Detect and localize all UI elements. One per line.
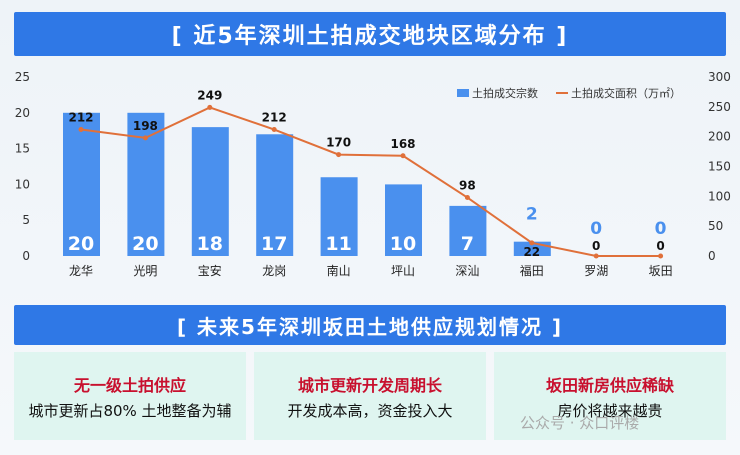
line-value-label: 170 [326,136,351,150]
x-axis-label: 龙岗 [262,264,286,278]
legend-bar-label: 土拍成交宗数 [472,86,538,100]
left-axis-tick: 20 [15,106,30,120]
line-value-label: 98 [459,179,476,193]
x-axis-label: 宝安 [198,263,222,278]
line-value-label: 0 [592,239,600,253]
line-value-label: 212 [262,111,287,125]
bar [449,205,487,256]
card-title: 无一级土拍供应 [73,375,186,395]
watermark: 公众号 · 众口评楼 [520,414,640,432]
line-point [336,152,342,158]
line-point [271,127,277,133]
x-axis-label: 坂田 [649,264,673,278]
x-axis-label: 龙华 [69,264,93,278]
right-axis-tick: 250 [708,100,731,114]
bar-value-label: 10 [390,233,416,255]
left-axis-tick: 0 [22,249,30,263]
line-point [400,153,406,159]
right-axis-tick: 200 [708,130,731,144]
right-axis-tick: 100 [708,189,731,203]
x-axis-label: 光明 [133,264,157,278]
bar-value-label: 17 [261,233,287,255]
x-axis-label: 福田 [520,263,544,278]
right-axis-tick: 300 [708,70,731,84]
bar [191,127,229,257]
line-point [593,253,599,259]
bar-value-label: 2 [526,205,538,225]
legend-bar-swatch [457,89,469,97]
right-axis-tick: 0 [708,249,716,263]
card-desc: 开发成本高，资金投入大 [287,401,453,420]
section-title-banner: [ 未来5年深圳坂田土地供应规划情况 ] [14,305,726,345]
left-axis-tick: 5 [22,213,30,227]
bar-value-label: 0 [590,219,602,239]
line-point [142,135,148,141]
bar [256,134,294,256]
right-axis-tick: 50 [708,219,723,233]
info-card: 坂田新房供应稀缺 房价将越来越贵 [494,352,726,440]
card-desc: 城市更新占80% 土地整备为辅 [28,401,232,420]
legend-line-label: 土拍成交面积（万㎡） [571,86,681,100]
bar [63,112,100,256]
info-card: 无一级土拍供应城市更新占80% 土地整备为辅 [14,352,246,440]
bar [385,184,422,256]
x-axis-label: 南山 [327,263,351,278]
line-point [658,253,664,259]
left-axis-tick: 25 [15,70,30,84]
bar-value-label: 20 [132,233,158,255]
left-axis-tick: 10 [15,177,30,191]
x-axis-label: 罗湖 [584,263,608,278]
bar-value-label: 18 [197,233,223,255]
bar [320,177,358,256]
line-value-label: 249 [197,88,222,102]
line-point [207,104,213,110]
line-point [529,240,535,246]
x-axis-label: 深汕 [455,264,479,278]
line-value-label: 168 [390,137,415,151]
line-value-label: 212 [68,111,93,125]
x-axis-label: 坪山 [391,264,415,278]
line-series [80,106,661,257]
info-cards: 无一级土拍供应城市更新占80% 土地整备为辅 城市更新开发周期长 开发成本高，资金… [14,352,726,440]
line-value-label: 0 [656,239,664,253]
line-value-label: 22 [523,245,540,259]
bar-value-label: 0 [655,219,667,239]
card-title: 城市更新开发周期长 [297,375,442,395]
left-axis-tick: 15 [15,142,30,156]
chart: 0510152025050100150200250300龙华20光明20宝安18… [15,70,731,278]
chart-title-banner: [ 近5年深圳土拍成交地块区域分布 ] [14,12,726,56]
card-title: 坂田新房供应稀缺 [545,375,674,395]
card-desc: 房价将越来越贵 [557,401,663,420]
bar-value-label: 11 [325,233,351,255]
line-point [464,195,470,201]
bar-value-label: 20 [68,233,94,255]
info-card: 城市更新开发周期长 开发成本高，资金投入大 [254,352,486,440]
line-value-label: 198 [133,119,158,133]
line-point [78,127,84,133]
right-axis-tick: 150 [708,160,731,174]
bar-value-label: 7 [461,233,474,255]
